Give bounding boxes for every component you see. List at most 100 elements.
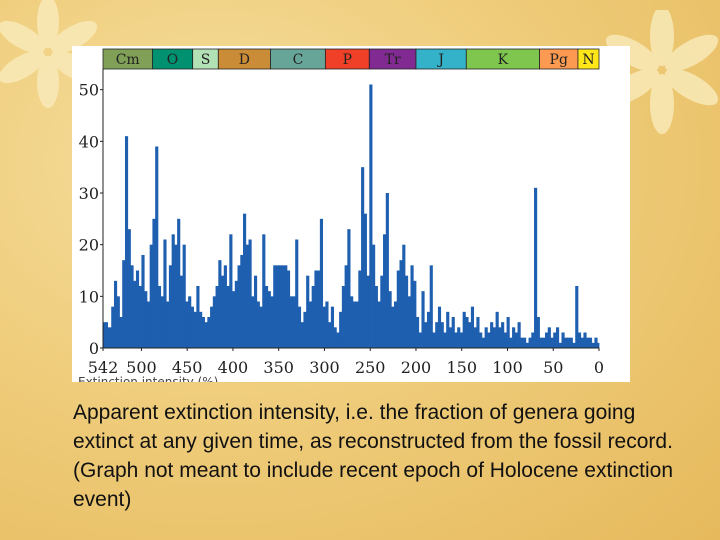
extinction-bar: [534, 187, 538, 348]
extinction-bar: [481, 337, 486, 348]
extinction-bar: [363, 213, 367, 348]
extinction-bar: [179, 275, 184, 348]
x-tick-label: 350: [263, 358, 294, 377]
extinction-bar: [465, 317, 469, 348]
extinction-bar: [215, 286, 219, 348]
period-label-d: D: [239, 52, 250, 68]
extinction-bar: [240, 255, 244, 348]
extinction-bar: [319, 218, 324, 348]
extinction-bar: [396, 270, 400, 348]
y-tick-label: 10: [79, 287, 99, 306]
x-tick-label: 300: [309, 358, 340, 377]
extinction-bar: [270, 296, 274, 348]
extinction-bar: [168, 265, 173, 348]
extinction-bar: [514, 332, 518, 348]
extinction-bar: [473, 327, 477, 348]
y-tick-label: 0: [89, 339, 99, 358]
extinction-chart: CmOSDCPTrJKPgN01020304050605425004504003…: [72, 46, 630, 382]
extinction-bar: [509, 337, 513, 348]
extinction-bar: [201, 317, 205, 348]
chart-axis-caption-fragment: Extinction intensity (%): [78, 375, 218, 382]
extinction-bar: [199, 311, 203, 348]
extinction-bar: [166, 301, 170, 348]
extinction-bar: [501, 322, 505, 348]
extinction-bar: [418, 332, 422, 348]
extinction-bar: [207, 317, 211, 348]
y-tick-label: 20: [79, 236, 99, 255]
extinction-bar: [308, 301, 313, 348]
period-label-s: S: [201, 52, 211, 68]
period-label-cm: Cm: [116, 52, 140, 68]
extinction-bar: [583, 332, 587, 348]
extinction-bar: [347, 229, 351, 348]
extinction-bar: [569, 337, 573, 348]
extinction-bar: [366, 275, 370, 348]
extinction-bar: [498, 327, 502, 348]
extinction-bar: [399, 260, 403, 348]
extinction-bar: [355, 301, 359, 348]
extinction-bar: [380, 275, 384, 348]
extinction-bar: [385, 193, 389, 348]
extinction-bar: [531, 332, 535, 348]
extinction-bar: [292, 296, 296, 348]
extinction-bar: [223, 265, 227, 348]
extinction-bar: [232, 291, 236, 348]
extinction-bar: [317, 270, 321, 348]
extinction-bar: [555, 327, 560, 348]
extinction-bar: [440, 322, 444, 348]
extinction-bar: [210, 306, 214, 348]
extinction-bar: [155, 146, 159, 348]
extinction-bar: [190, 306, 194, 348]
period-label-o: O: [167, 52, 178, 68]
extinction-bar: [490, 322, 494, 348]
extinction-bar: [130, 265, 134, 348]
extinction-bar: [300, 322, 304, 348]
extinction-bar: [553, 332, 557, 348]
extinction-bar: [284, 265, 288, 348]
extinction-bar: [484, 327, 488, 348]
extinction-bar: [275, 265, 280, 348]
x-tick-label: 450: [172, 358, 203, 377]
extinction-bar: [127, 229, 131, 348]
flower-top-left-icon: [0, 0, 98, 108]
extinction-bar: [314, 270, 318, 348]
x-tick-label: 0: [594, 358, 604, 377]
extinction-bar: [322, 306, 326, 348]
extinction-bar: [122, 260, 126, 348]
extinction-bar: [591, 342, 595, 348]
x-tick-label: 200: [401, 358, 432, 377]
extinction-bar: [273, 265, 277, 348]
extinction-bar: [350, 296, 354, 348]
extinction-bar: [306, 275, 310, 348]
extinction-bar: [278, 265, 282, 348]
extinction-bar: [358, 270, 362, 348]
extinction-bar: [586, 337, 590, 348]
extinction-bar: [188, 296, 192, 348]
extinction-bar: [253, 275, 258, 348]
extinction-bar: [107, 327, 112, 348]
extinction-bar: [539, 337, 543, 348]
extinction-bar: [374, 286, 378, 348]
extinction-bar: [394, 301, 398, 348]
extinction-bar: [523, 337, 527, 348]
extinction-bar: [520, 337, 524, 348]
extinction-bar: [289, 296, 293, 348]
extinction-bar: [256, 301, 260, 348]
extinction-bar: [580, 337, 584, 348]
extinction-bar: [410, 265, 414, 348]
extinction-bar: [248, 239, 252, 348]
extinction-bar: [336, 332, 340, 348]
extinction-bar: [594, 337, 598, 348]
extinction-bar: [547, 327, 551, 348]
extinction-bar: [536, 317, 540, 348]
extinction-bar: [470, 306, 475, 348]
extinction-bar: [103, 322, 108, 348]
extinction-bar: [135, 270, 140, 348]
extinction-bar: [383, 234, 387, 348]
extinction-bar: [415, 317, 420, 348]
x-tick-label: 50: [543, 358, 563, 377]
extinction-bar: [487, 332, 491, 348]
extinction-bar: [221, 275, 225, 348]
extinction-bar: [297, 306, 302, 348]
extinction-bar: [545, 332, 549, 348]
